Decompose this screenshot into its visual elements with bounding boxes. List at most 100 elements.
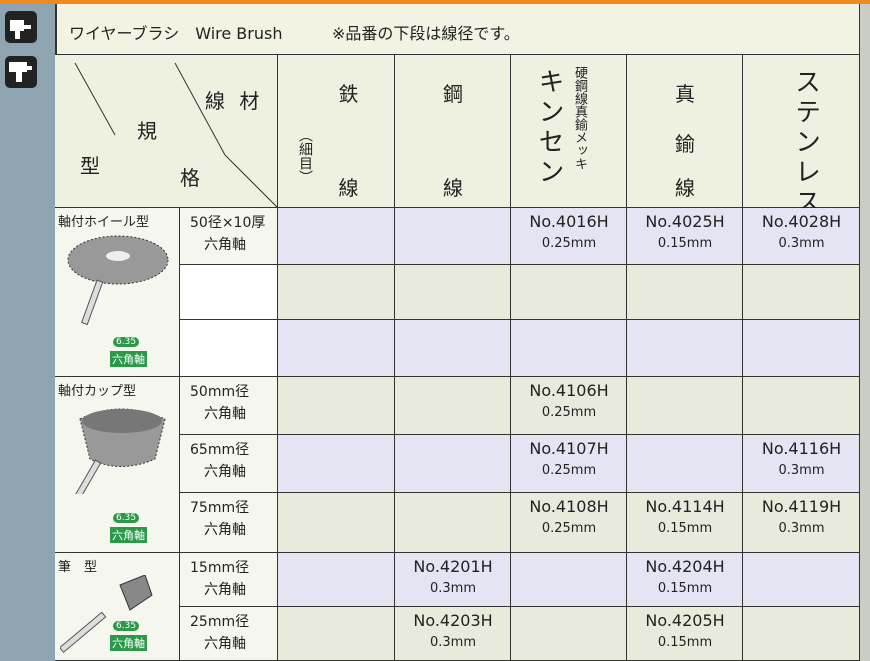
brush-image (60, 575, 153, 654)
spec-cell (180, 377, 278, 435)
spec-line: 65mm径 (190, 442, 250, 458)
column-top: キンセン (534, 68, 564, 188)
corner-cell (55, 55, 278, 208)
data-cell (627, 208, 743, 265)
corner-spec-top: 規 (137, 119, 157, 143)
data-cell (278, 493, 395, 553)
data-cell (395, 553, 511, 607)
data-cell (511, 435, 627, 493)
product-no: No.4204H (645, 557, 725, 576)
spec-line: 六角軸 (204, 406, 246, 422)
data-cell (395, 265, 511, 320)
spec-cell (180, 553, 278, 607)
product-no: No.4119H (761, 497, 842, 516)
corner-spec-bottom: 格 (180, 166, 200, 190)
data-cell (743, 265, 860, 320)
note: ※品番の下段は線径です。 (332, 24, 520, 43)
data-cell (278, 208, 395, 265)
column-header (278, 55, 395, 208)
badge-size: 6.35 (113, 513, 140, 523)
type-name: 筆 型 (58, 560, 98, 575)
column-bottom: 線 (675, 176, 695, 200)
product-no: No.4205H (645, 611, 725, 630)
wire-diameter: 0.3mm (429, 581, 476, 596)
badge-size: 6.35 (113, 621, 140, 631)
data-cell (278, 607, 395, 661)
product-no: No.4116H (761, 439, 842, 458)
wire-diameter: 0.3mm (778, 463, 825, 478)
data-cell (395, 435, 511, 493)
corner-material: 線 材 (205, 89, 264, 113)
product-no: No.4114H (645, 497, 725, 516)
data-cell (743, 208, 860, 265)
data-cell (395, 208, 511, 265)
data-cell (511, 493, 627, 553)
badge-label: 六角軸 (110, 527, 147, 543)
data-cell (743, 435, 860, 493)
wire-diameter: 0.3mm (429, 635, 476, 650)
data-cell (743, 553, 860, 607)
column-header (511, 55, 627, 208)
data-cell (511, 208, 627, 265)
badge-label: 六角軸 (110, 635, 147, 651)
product-no: No.4106H (529, 381, 609, 400)
product-no: No.4028H (761, 212, 842, 231)
spec-line: 50径×10厚 (190, 215, 266, 231)
wire-diameter: 0.25mm (541, 236, 597, 251)
data-cell (278, 553, 395, 607)
wire-diameter: 0.25mm (541, 463, 597, 478)
column-mid: 鍮 (675, 132, 695, 156)
column-header (743, 55, 860, 208)
spec-line: 六角軸 (204, 582, 246, 598)
column-header (627, 55, 743, 208)
spec-line: 六角軸 (204, 636, 246, 652)
column-sub: （細目） (297, 128, 313, 184)
side-strip (0, 0, 55, 661)
product-no: No.4203H (413, 611, 493, 630)
title: ワイヤーブラシ Wire Brush (69, 24, 283, 43)
title-bar: ワイヤーブラシ Wire Brush ※品番の下段は線径です。 (55, 4, 860, 55)
product-no: No.4201H (413, 557, 493, 576)
badge-label: 六角軸 (110, 351, 147, 367)
spec-line: 15mm径 (190, 560, 250, 576)
wire-diameter: 0.15mm (657, 635, 713, 650)
spec-line: 25mm径 (190, 614, 250, 630)
data-cell (511, 607, 627, 661)
data-cell (627, 607, 743, 661)
spec-cell (180, 320, 278, 377)
data-cell (627, 265, 743, 320)
spec-cell (180, 493, 278, 553)
wire-diameter: 0.3mm (778, 236, 825, 251)
spec-line: 六角軸 (204, 522, 246, 538)
spec-cell (180, 265, 278, 320)
data-cell (511, 377, 627, 435)
wire-diameter: 0.25mm (541, 521, 597, 536)
data-cell (395, 320, 511, 377)
data-cell (278, 377, 395, 435)
brush-image (67, 235, 169, 325)
product-no: No.4016H (529, 212, 609, 231)
data-cell (743, 320, 860, 377)
data-cell (511, 553, 627, 607)
corner-type: 型 (80, 154, 100, 178)
data-cell (627, 435, 743, 493)
data-cell (627, 493, 743, 553)
data-cell (627, 377, 743, 435)
data-cell (743, 377, 860, 435)
data-cell (743, 607, 860, 661)
spec-cell (180, 435, 278, 493)
column-top: 鉄 (338, 82, 359, 106)
column-top: 鋼 (443, 82, 463, 106)
brush-image (74, 408, 166, 494)
column-header (395, 55, 511, 208)
type-name: 軸付カップ型 (58, 384, 137, 399)
data-cell (395, 607, 511, 661)
wire-diameter: 0.3mm (778, 521, 825, 536)
spec-line: 六角軸 (204, 237, 246, 253)
top-rule (0, 0, 870, 4)
data-cell (395, 493, 511, 553)
data-cell (278, 435, 395, 493)
data-cell (627, 553, 743, 607)
wire-diameter: 0.15mm (657, 581, 713, 596)
